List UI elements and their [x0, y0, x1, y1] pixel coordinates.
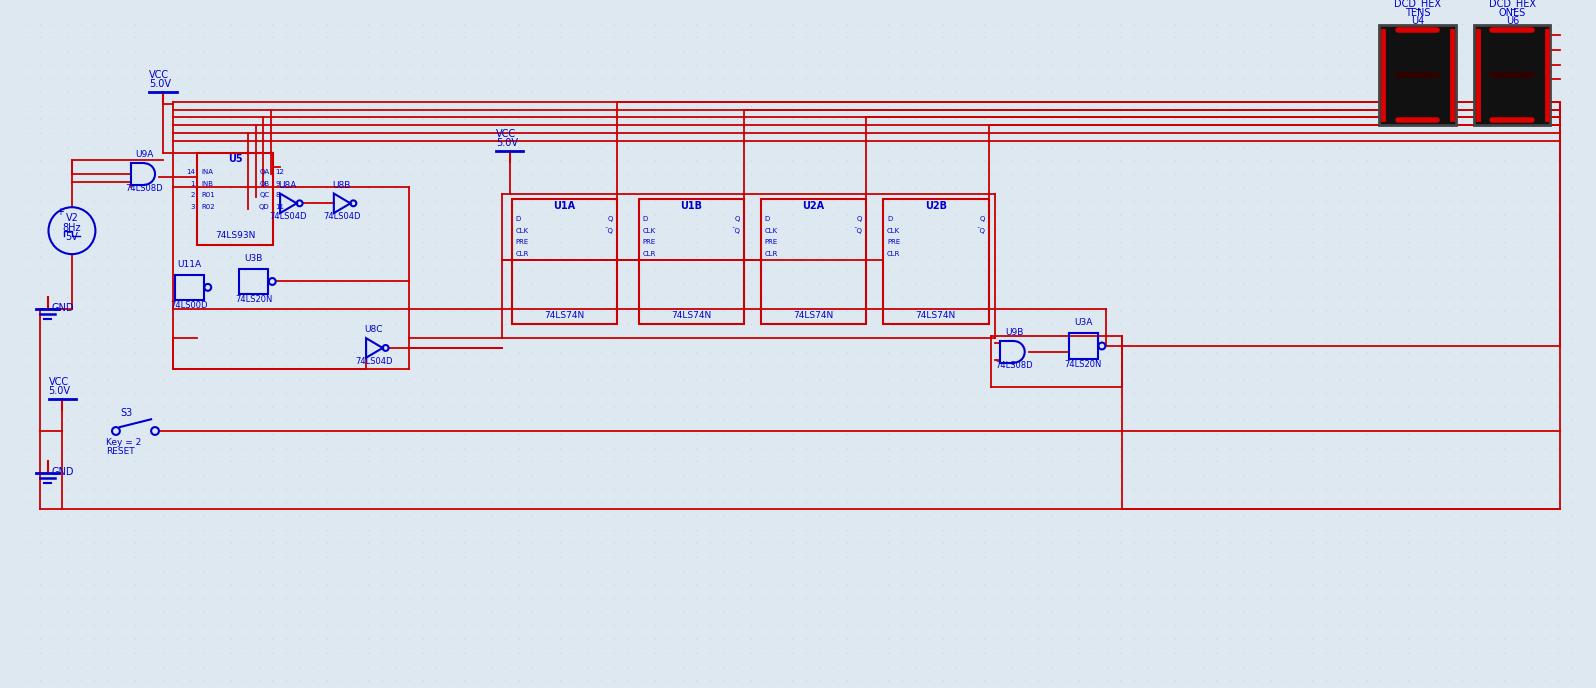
Text: TENS: TENS	[1404, 8, 1430, 18]
Text: U2A: U2A	[803, 201, 825, 211]
Text: 74LS74N: 74LS74N	[916, 311, 956, 320]
Text: CLR: CLR	[516, 251, 528, 257]
Text: ¯Q: ¯Q	[731, 227, 741, 234]
Text: 5.0V: 5.0V	[496, 138, 519, 148]
Text: ¯Q: ¯Q	[605, 227, 613, 234]
Text: CLR: CLR	[643, 251, 656, 257]
Text: 1: 1	[190, 181, 195, 186]
Text: RESET: RESET	[107, 447, 134, 456]
Text: R02: R02	[201, 204, 214, 210]
Text: 74LS74N: 74LS74N	[544, 311, 584, 320]
Text: U8A: U8A	[279, 181, 297, 190]
Text: 74LS74N: 74LS74N	[793, 311, 833, 320]
Text: U2B: U2B	[924, 201, 946, 211]
Bar	[174, 275, 204, 300]
Text: 12: 12	[275, 169, 284, 175]
Text: Q: Q	[980, 216, 985, 222]
Text: QA: QA	[259, 169, 270, 175]
Text: U3A: U3A	[1074, 319, 1093, 327]
Text: 8Hz: 8Hz	[62, 223, 81, 233]
Text: 8: 8	[275, 193, 279, 198]
Text: U9A: U9A	[136, 151, 153, 160]
Text: D: D	[643, 216, 648, 222]
Text: PRE: PRE	[764, 239, 777, 246]
Text: PRE: PRE	[643, 239, 656, 246]
Bar	[196, 153, 273, 246]
Text: CLR: CLR	[764, 251, 779, 257]
Text: CLK: CLK	[516, 228, 528, 234]
Bar	[883, 200, 988, 325]
Text: QD: QD	[259, 204, 270, 210]
Text: VCC: VCC	[148, 70, 169, 80]
Text: GND: GND	[51, 303, 73, 313]
Text: QC: QC	[259, 193, 270, 198]
Text: D: D	[887, 216, 892, 222]
Text: 5.0V: 5.0V	[48, 386, 70, 396]
Bar	[512, 200, 618, 325]
Text: 74LS08D: 74LS08D	[996, 361, 1033, 370]
Text: U1A: U1A	[554, 201, 576, 211]
Text: ONES: ONES	[1499, 8, 1526, 18]
Bar	[1379, 25, 1456, 125]
Text: 74LS20N: 74LS20N	[235, 295, 273, 304]
Bar	[638, 200, 744, 325]
Text: S3: S3	[121, 409, 132, 418]
Text: U5: U5	[228, 154, 243, 164]
Text: 74LS20N: 74LS20N	[1065, 360, 1101, 369]
Bar	[239, 269, 268, 294]
Text: VCC: VCC	[496, 129, 516, 139]
Text: VCC: VCC	[48, 377, 69, 387]
Text: 74LS93N: 74LS93N	[215, 231, 255, 241]
Bar	[1069, 333, 1098, 358]
Text: Key = 2: Key = 2	[107, 438, 142, 447]
Text: V2: V2	[65, 213, 78, 223]
Text: 74LS74N: 74LS74N	[672, 311, 712, 320]
Text: R01: R01	[201, 193, 215, 198]
Text: CLK: CLK	[887, 228, 900, 234]
Text: 74LS00D: 74LS00D	[171, 301, 207, 310]
Text: 74LS04D: 74LS04D	[322, 212, 361, 221]
Text: ¯Q: ¯Q	[854, 227, 862, 234]
Text: 9: 9	[275, 181, 279, 186]
Text: U11A: U11A	[177, 260, 201, 269]
Text: D: D	[516, 216, 520, 222]
Text: U4: U4	[1411, 16, 1424, 25]
Text: CLK: CLK	[764, 228, 777, 234]
Text: INB: INB	[201, 181, 212, 186]
Text: INA: INA	[201, 169, 212, 175]
Text: U9B: U9B	[1005, 328, 1023, 337]
Text: ¯Q: ¯Q	[975, 227, 985, 234]
Text: 5V: 5V	[65, 233, 78, 242]
Text: 74LS04D: 74LS04D	[356, 356, 393, 365]
Text: CLR: CLR	[887, 251, 900, 257]
Bar	[761, 200, 867, 325]
Text: QB: QB	[259, 181, 270, 186]
Text: 74LS04D: 74LS04D	[270, 212, 306, 221]
Text: 74LS08D: 74LS08D	[126, 184, 163, 193]
Text: U1B: U1B	[680, 201, 702, 211]
Text: Q: Q	[608, 216, 613, 222]
Text: Q: Q	[857, 216, 862, 222]
Text: U6: U6	[1505, 16, 1519, 25]
Text: DCD_HEX: DCD_HEX	[1489, 0, 1535, 9]
Text: GND: GND	[51, 467, 73, 477]
Text: PRE: PRE	[887, 239, 900, 246]
Text: U3B: U3B	[244, 254, 263, 263]
Text: DCD_HEX: DCD_HEX	[1393, 0, 1441, 9]
Text: 3: 3	[190, 204, 195, 210]
Text: 14: 14	[187, 169, 195, 175]
Text: 5.0V: 5.0V	[148, 79, 171, 89]
Text: CLK: CLK	[643, 228, 656, 234]
Text: D: D	[764, 216, 769, 222]
Text: 11: 11	[275, 204, 284, 210]
Text: PRE: PRE	[516, 239, 528, 246]
Text: U8C: U8C	[364, 325, 383, 334]
Text: Q: Q	[736, 216, 741, 222]
Text: 2: 2	[190, 193, 195, 198]
Bar	[1475, 25, 1550, 125]
Text: +: +	[56, 207, 64, 217]
Text: U8B: U8B	[332, 181, 351, 190]
